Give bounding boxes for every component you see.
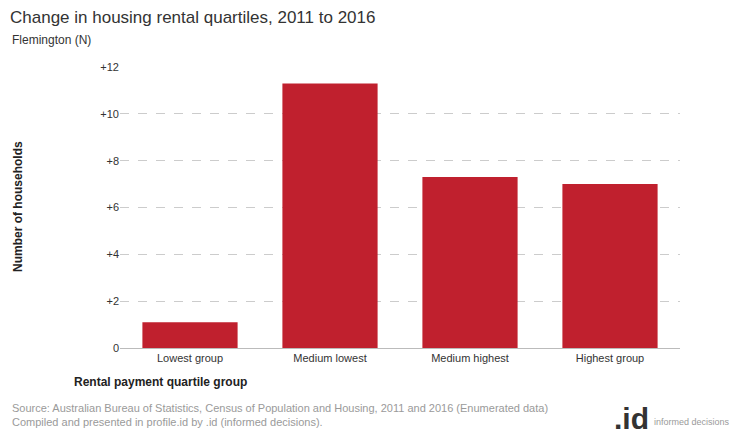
svg-text:+10: +10: [100, 108, 119, 120]
svg-text:Highest group: Highest group: [576, 352, 645, 364]
svg-text:Lowest group: Lowest group: [157, 352, 223, 364]
svg-text:Source: Australian Bureau of S: Source: Australian Bureau of Statistics,…: [12, 402, 548, 414]
svg-text:Change in housing rental quart: Change in housing rental quartiles, 2011…: [10, 8, 375, 27]
svg-text:Rental payment quartile group: Rental payment quartile group: [74, 375, 247, 389]
svg-text:+2: +2: [106, 295, 119, 307]
svg-text:Compiled and presented in prof: Compiled and presented in profile.id by …: [12, 416, 323, 428]
svg-text:0: 0: [113, 342, 119, 354]
svg-text:Flemington (N): Flemington (N): [12, 33, 91, 47]
svg-text:Number of households: Number of households: [11, 141, 25, 272]
svg-text:Medium lowest: Medium lowest: [293, 352, 366, 364]
svg-text:informed decisions: informed decisions: [654, 417, 730, 427]
svg-text:Medium highest: Medium highest: [431, 352, 509, 364]
svg-text:+6: +6: [106, 201, 119, 213]
svg-text:+12: +12: [100, 61, 119, 73]
svg-text:.id: .id: [614, 402, 649, 435]
svg-text:+4: +4: [106, 248, 119, 260]
svg-text:+8: +8: [106, 155, 119, 167]
